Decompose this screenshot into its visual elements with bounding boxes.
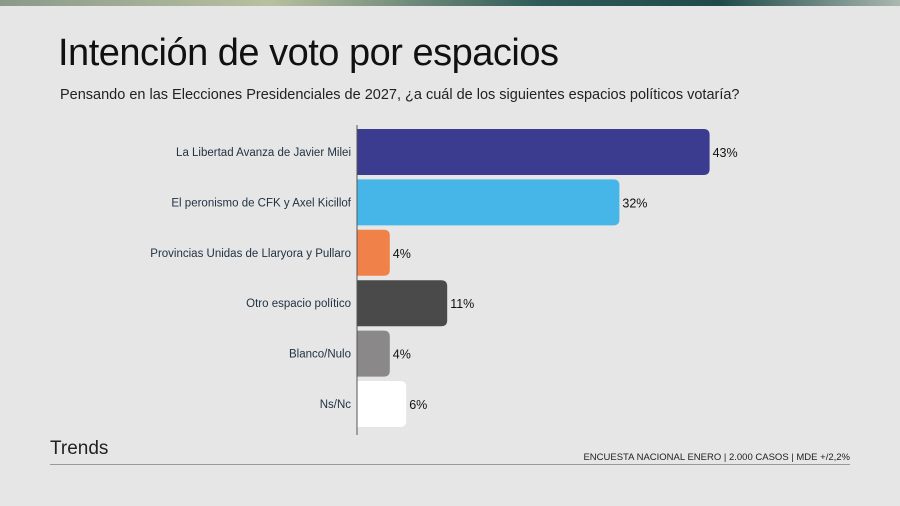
footer-divider [50, 464, 850, 465]
bar [357, 381, 407, 427]
category-label: Provincias Unidas de Llaryora y Pullaro [150, 248, 351, 260]
category-label: Blanco/Nulo [289, 349, 351, 361]
value-label: 4% [393, 348, 411, 362]
bar [357, 179, 620, 226]
category-label: El peronismo de CFK y Axel Kicillof [171, 197, 351, 209]
value-label: 4% [393, 247, 411, 261]
value-label: 11% [450, 297, 474, 311]
bar [357, 229, 390, 276]
bar [357, 280, 448, 327]
value-label: 32% [622, 196, 647, 210]
value-label: 43% [713, 146, 738, 160]
category-label: La Libertad Avanza de Javier Milei [176, 147, 351, 159]
category-label: Ns/Nc [320, 399, 352, 411]
bar [357, 129, 710, 175]
top-band [0, 0, 900, 6]
brand-logo: Trends [50, 438, 109, 459]
source-note: ENCUESTA NACIONAL ENERO | 2.000 CASOS | … [583, 452, 850, 463]
category-label: Otro espacio político [246, 298, 351, 310]
chart-title: Intención de voto por espacios [58, 32, 559, 74]
bar [357, 330, 390, 377]
chart-subtitle: Pensando en las Elecciones Presidenciale… [60, 87, 740, 103]
value-label: 6% [409, 398, 427, 412]
